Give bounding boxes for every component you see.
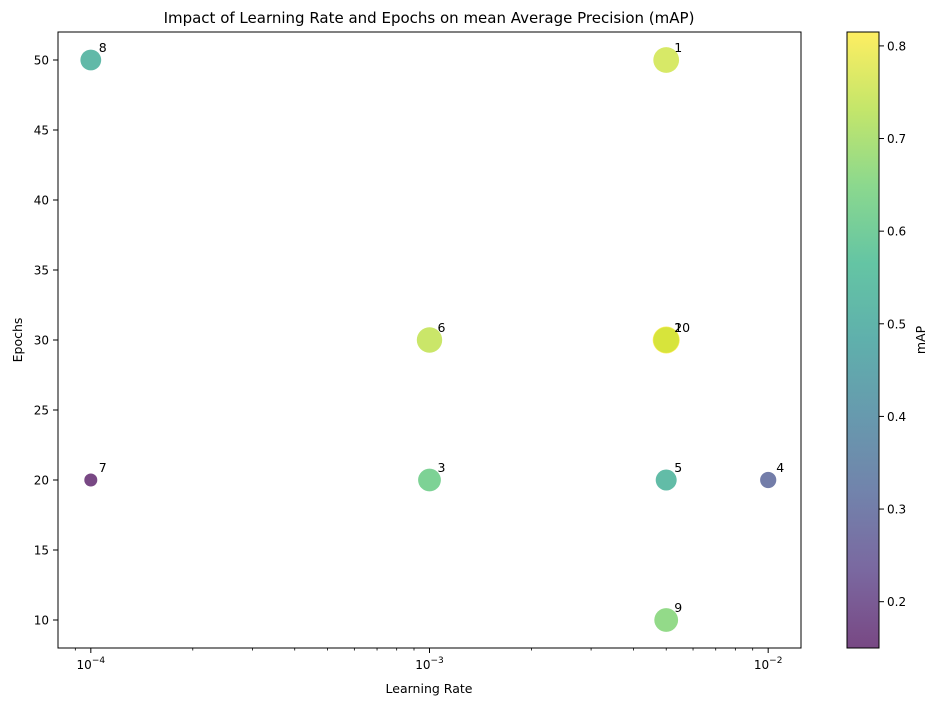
colorbar-tick-label: 0.4 bbox=[887, 410, 906, 424]
chart-title: Impact of Learning Rate and Epochs on me… bbox=[164, 9, 695, 27]
colorbar-tick-label: 0.5 bbox=[887, 317, 906, 331]
colorbar-tick-label: 0.6 bbox=[887, 225, 906, 239]
data-point-label: 1 bbox=[674, 40, 682, 55]
x-tick-label: 10−3 bbox=[415, 656, 444, 672]
x-axis-ticks: 10−4 10−3 10−2 bbox=[74, 648, 783, 672]
x-tick-base: 10 bbox=[77, 658, 92, 672]
data-point bbox=[416, 327, 443, 353]
x-tick-base: 10 bbox=[415, 658, 430, 672]
x-tick-exponent: −4 bbox=[92, 656, 106, 666]
data-point-label: 7 bbox=[99, 460, 107, 475]
x-axis-label: Learning Rate bbox=[386, 681, 473, 696]
data-point-label: 6 bbox=[438, 320, 446, 335]
x-tick-exponent: −3 bbox=[431, 656, 444, 666]
data-point bbox=[760, 471, 777, 489]
colorbar-tick-label: 0.3 bbox=[887, 503, 906, 517]
colorbar-tick-label: 0.7 bbox=[887, 132, 906, 146]
data-point-label: 9 bbox=[674, 600, 682, 615]
y-tick-label: 15 bbox=[34, 544, 49, 558]
data-point bbox=[418, 468, 441, 492]
data-points bbox=[80, 47, 777, 632]
y-axis-label: Epochs bbox=[10, 318, 25, 363]
data-point-label: 5 bbox=[674, 460, 682, 475]
colorbar: 0.2 0.3 0.4 0.5 0.6 0.7 0.8 mAP bbox=[846, 31, 928, 649]
y-tick-label: 25 bbox=[34, 404, 49, 418]
data-point bbox=[653, 327, 680, 353]
data-point bbox=[653, 47, 680, 73]
colorbar-ticks: 0.2 0.3 0.4 0.5 0.6 0.7 0.8 bbox=[879, 39, 906, 609]
data-point bbox=[84, 473, 98, 487]
y-tick-label: 10 bbox=[34, 614, 49, 628]
y-axis-ticks: 10 15 20 25 30 35 40 45 50 bbox=[34, 54, 58, 628]
x-tick-exponent: −2 bbox=[769, 656, 782, 666]
y-tick-label: 20 bbox=[34, 474, 49, 488]
data-point bbox=[80, 49, 102, 71]
colorbar-gradient bbox=[847, 32, 879, 648]
data-point-label: 3 bbox=[438, 460, 446, 475]
colorbar-tick-label: 0.8 bbox=[887, 39, 906, 53]
y-tick-label: 50 bbox=[34, 54, 49, 68]
point-labels: 1 2 3 4 5 6 7 8 9 10 bbox=[99, 40, 784, 615]
data-point-label: 4 bbox=[776, 460, 784, 475]
y-tick-label: 35 bbox=[34, 264, 49, 278]
data-point-label: 10 bbox=[674, 320, 690, 335]
data-point bbox=[654, 608, 679, 632]
colorbar-frame bbox=[846, 31, 880, 649]
y-tick-label: 30 bbox=[34, 334, 49, 348]
x-tick-label: 10−4 bbox=[77, 656, 106, 672]
colorbar-label: mAP bbox=[913, 325, 928, 354]
data-point bbox=[655, 469, 677, 491]
colorbar-tick-label: 0.2 bbox=[887, 595, 906, 609]
x-tick-base: 10 bbox=[754, 658, 769, 672]
data-point-label: 2 bbox=[674, 320, 682, 335]
x-tick-label: 10−2 bbox=[754, 656, 783, 672]
y-tick-label: 45 bbox=[34, 124, 49, 138]
y-tick-label: 40 bbox=[34, 194, 49, 208]
data-point-label: 8 bbox=[99, 40, 107, 55]
